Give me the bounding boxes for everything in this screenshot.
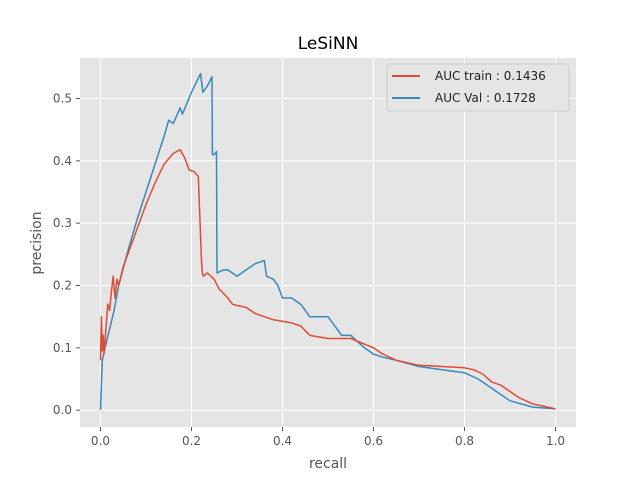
plot-area (80, 58, 576, 427)
series-line-train (99, 148, 556, 410)
y-tick-label: 0.0 (53, 403, 72, 417)
grid (80, 58, 576, 427)
series-lines (99, 72, 556, 411)
y-tick-label: 0.3 (53, 216, 72, 230)
legend-label-train: AUC train : 0.1436 (435, 69, 546, 83)
legend-box (386, 63, 570, 112)
chart-title: LeSiNN (298, 34, 359, 54)
y-tick-label: 0.4 (53, 154, 72, 168)
x-tick-label: 0.6 (364, 434, 383, 448)
axis-ticks: 0.0 0.2 0.4 0.6 0.8 1.0 0.0 0.1 0.2 0.3 0.4 0.5 (53, 92, 565, 448)
x-tick-label: 0.4 (273, 434, 292, 448)
y-tick-label: 0.1 (53, 341, 72, 355)
legend: AUC train : 0.1436 AUC Val : 0.1728 (386, 63, 570, 112)
x-axis-label: recall (309, 456, 347, 472)
y-tick-label: 0.5 (53, 92, 72, 106)
x-tick-label: 1.0 (546, 434, 565, 448)
x-tick-label: 0.8 (455, 434, 474, 448)
x-tick-label: 0.2 (182, 434, 201, 448)
y-axis-label: precision (29, 211, 45, 274)
y-tick-label: 0.2 (53, 279, 72, 293)
x-tick-label: 0.0 (91, 434, 110, 448)
legend-label-val: AUC Val : 0.1728 (435, 91, 536, 105)
